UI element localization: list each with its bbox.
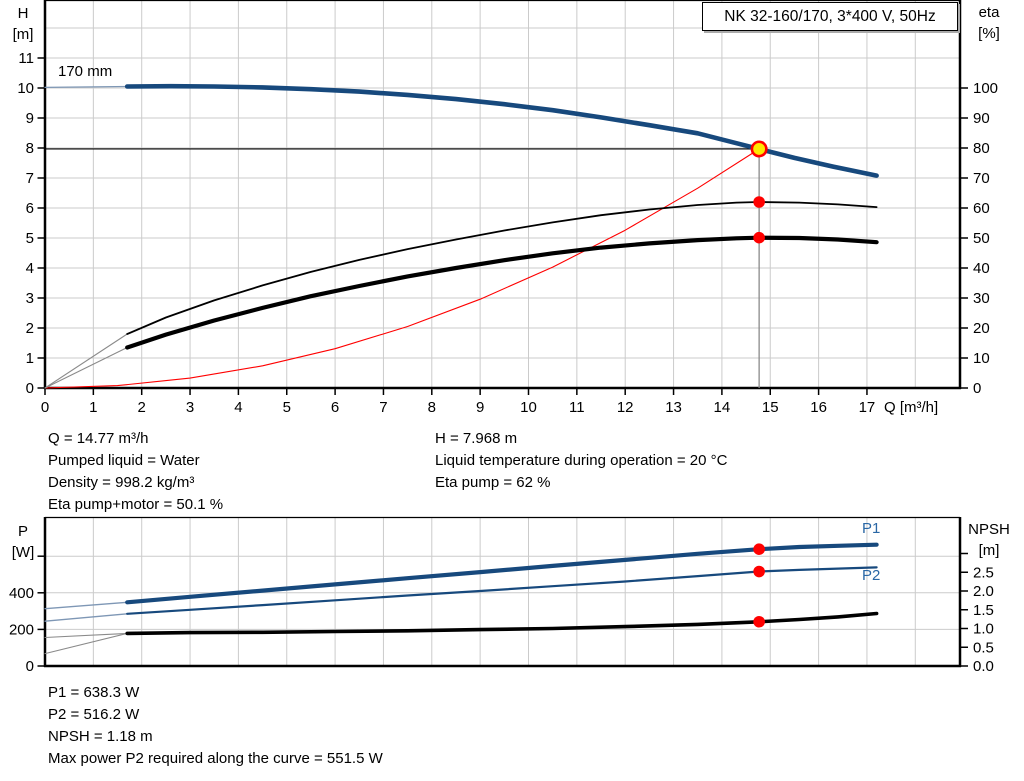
power-axis-label: P [W] [11,523,35,561]
right-axis-tick-label: 2.0 [973,583,994,600]
info-temperature: Liquid temperature during operation = 20… [435,452,728,469]
right-axis-tick-label: 60 [973,200,990,217]
info-eta-pump-motor: Eta pump+motor = 50.1 % [48,496,224,513]
curve-eta-pump-leadin [44,333,128,389]
head-axis-label: H [m] [12,5,34,43]
marker-p2-point [753,565,765,578]
right-axis-tick-label: 90 [973,110,990,127]
info-p1: P1 = 638.3 W [48,684,140,701]
eta-axis-label: eta [%] [978,4,1000,42]
y-axis-tick-label: 7 [26,170,34,187]
x-axis-tick-label: 7 [379,399,387,416]
info-head: H = 7.968 m [435,430,518,447]
duty-info-right: H = 7.968 m Liquid temperature during op… [435,428,727,494]
y-axis-tick-label: 0 [26,380,34,397]
curve-eta-pump-motor [125,235,879,350]
duty-info-left: Q = 14.77 m³/h Pumped liquid = Water Den… [48,428,223,516]
curve-eta-pump-motor-leadin [44,346,128,389]
x-axis-tick-label: 9 [476,399,484,416]
x-axis-tick-label: 4 [234,399,242,416]
x-axis-tick-label: 13 [665,399,682,416]
y-axis-tick-label: 5 [26,230,34,247]
y-axis-tick-label: 3 [26,290,34,307]
marker-eta-pump-motor-point [753,231,765,244]
right-axis-tick-label: 40 [973,260,990,277]
curve-p1 [125,542,879,605]
info-density: Density = 998.2 kg/m³ [48,474,195,491]
y-axis-tick-label: 1 [26,350,34,367]
right-axis-tick-label: 0.5 [973,639,994,656]
y-axis-tick-label: 200 [9,622,34,639]
y-axis-tick-label: 0 [26,658,34,675]
pump-title-box: NK 32-160/170, 3*400 V, 50Hz [702,2,958,31]
right-axis-tick-label: 80 [973,140,990,157]
flow-axis-label: Q [m³/h] [884,399,939,416]
x-axis-tick-label: 11 [569,399,585,416]
right-axis-tick-label: 1.5 [973,602,994,619]
info-eta-pump: Eta pump = 62 % [435,474,551,491]
marker-operating-point [750,140,768,158]
right-axis-tick-label: 50 [973,230,990,247]
y-axis-tick-label: 8 [26,140,34,157]
p2-curve-label: P2 [862,567,881,584]
y-axis-tick-label: 9 [26,110,34,127]
info-liquid: Pumped liquid = Water [48,452,200,469]
curve-eta-pump [126,201,878,335]
marker-eta-pump-point [753,196,765,208]
curve-head-170mm [124,83,879,178]
impeller-size-label: 170 mm [58,63,113,80]
marker-p1-point [753,543,765,555]
curve-system-curve [44,148,760,389]
info-max-power: Max power P2 required along the curve = … [48,750,383,767]
info-flow: Q = 14.77 m³/h [48,430,149,447]
x-axis-tick-label: 12 [617,399,634,416]
curve-head-170mm-leadin [44,85,128,89]
x-axis-tick-label: 5 [283,399,291,416]
x-axis-tick-label: 10 [520,399,537,416]
power-info-block: P1 = 638.3 W P2 = 516.2 W NPSH = 1.18 m … [48,682,383,770]
curve-npsh-leadin2 [44,632,128,655]
right-axis-tick-label: 70 [973,170,990,187]
y-axis-tick-label: 11 [18,50,34,67]
y-axis-tick-label: 2 [26,320,34,337]
curve-p2-leadin [44,613,128,622]
pump-title: NK 32-160/170, 3*400 V, 50Hz [724,7,936,25]
marker-npsh-point [753,615,765,628]
curve-p2 [126,566,878,615]
x-axis-tick-label: 2 [138,399,146,416]
right-axis-tick-label: 2.5 [973,564,994,581]
right-axis-tick-label: 0 [973,380,981,397]
x-axis-tick-label: 1 [89,399,97,416]
right-axis-tick-label: 10 [973,350,990,367]
x-axis-tick-label: 8 [428,399,436,416]
right-axis-tick-label: 20 [973,320,990,337]
p1-curve-label: P1 [862,520,881,537]
right-axis-tick-label: 0.0 [973,658,994,675]
y-axis-tick-label: 4 [26,260,34,277]
y-axis-tick-label: 400 [9,585,34,602]
curve-npsh [125,611,879,636]
x-axis-tick-label: 17 [859,399,876,416]
x-axis-tick-label: 6 [331,399,339,416]
y-axis-tick-label: 6 [26,200,34,217]
right-axis-tick-label: 100 [973,80,998,97]
curve-p1-leadin [44,601,128,610]
x-axis-tick-label: 15 [762,399,779,416]
x-axis-tick-label: 16 [810,399,827,416]
curve-npsh-leadin [44,632,128,639]
info-npsh: NPSH = 1.18 m [48,728,153,745]
info-p2: P2 = 516.2 W [48,706,140,723]
npsh-axis-label: NPSH [m] [968,521,1010,559]
right-axis-tick-label: 1.0 [973,621,994,638]
x-axis-tick-label: 3 [186,399,194,416]
x-axis-tick-label: 0 [41,399,49,416]
right-axis-tick-label: 30 [973,290,990,307]
y-axis-tick-label: 10 [17,80,34,97]
x-axis-tick-label: 14 [714,399,731,416]
